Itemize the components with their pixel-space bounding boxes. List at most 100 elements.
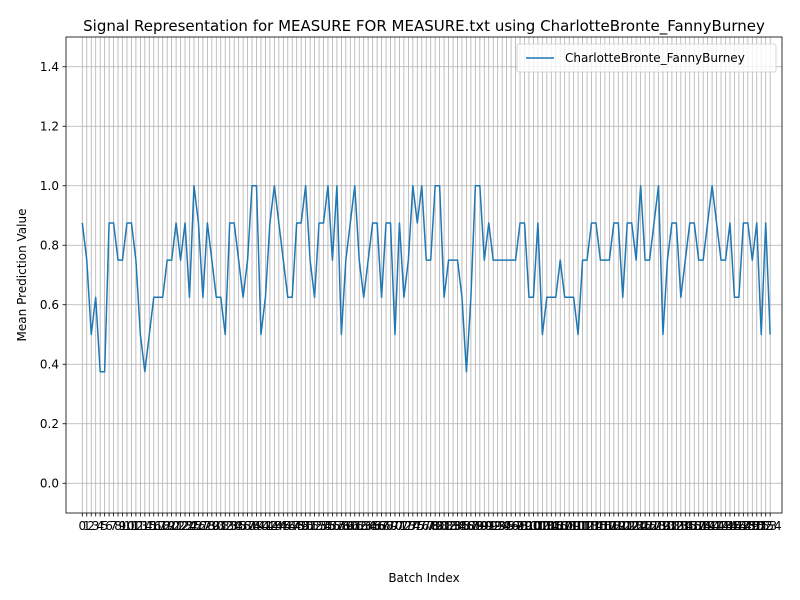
- y-tick-label: 1.2: [40, 119, 59, 133]
- x-tick-label: 106: [544, 519, 567, 533]
- x-tick-label: 44: [271, 519, 286, 533]
- x-tick-label: 154: [759, 519, 782, 533]
- x-tick-label: 60: [343, 519, 358, 533]
- x-tick-label: 99: [517, 519, 532, 533]
- x-tick-label: 146: [723, 519, 746, 533]
- x-tick-label: 66: [369, 519, 384, 533]
- x-tick-label: 124: [625, 519, 648, 533]
- x-tick-label: 122: [616, 519, 639, 533]
- x-tick-label: 95: [499, 519, 514, 533]
- x-tick-label: 21: [168, 519, 183, 533]
- x-tick-label: 14: [137, 519, 152, 533]
- x-tick-label: 94: [495, 519, 510, 533]
- x-tick-label: 138: [687, 519, 710, 533]
- x-tick-label: 130: [652, 519, 675, 533]
- x-tick-label: 36: [235, 519, 250, 533]
- y-tick-label: 0.2: [40, 417, 59, 431]
- grid: [66, 37, 782, 513]
- x-tick-label: 86: [459, 519, 474, 533]
- x-tick-label: 13: [133, 519, 148, 533]
- x-tick-label: 55: [320, 519, 335, 533]
- x-tick-label: 96: [503, 519, 518, 533]
- x-tick-label: 57: [329, 519, 344, 533]
- x-tick-label: 47: [285, 519, 300, 533]
- x-tick-label: 16: [146, 519, 161, 533]
- legend-label: CharlotteBronte_FannyBurney: [565, 51, 745, 65]
- x-tick-label: 115: [585, 519, 608, 533]
- x-tick-label: 150: [741, 519, 764, 533]
- x-tick-label: 107: [549, 519, 572, 533]
- x-tick-label: 23: [177, 519, 192, 533]
- x-tick-label: 103: [531, 519, 554, 533]
- x-tick-label: 121: [611, 519, 634, 533]
- x-tick-label: 12: [128, 519, 143, 533]
- x-tick-label: 84: [450, 519, 465, 533]
- x-tick-label: 30: [209, 519, 224, 533]
- x-tick-label: 27: [195, 519, 210, 533]
- x-tick-label: 33: [222, 519, 237, 533]
- x-tick-label: 67: [374, 519, 389, 533]
- x-tick-label: 77: [419, 519, 434, 533]
- x-tick-label: 7: [110, 519, 118, 533]
- x-tick-label: 90: [477, 519, 492, 533]
- x-tick-label: 151: [745, 519, 768, 533]
- y-axis-ticks: 0.0 0.2 0.4 0.6 0.8 1.0 1.2 1.4: [40, 60, 66, 490]
- x-tick-label: 29: [204, 519, 219, 533]
- x-axis-ticks: 0123456789101112131415161718192021222324…: [78, 513, 782, 533]
- x-tick-label: 127: [638, 519, 661, 533]
- x-tick-label: 68: [378, 519, 393, 533]
- x-tick-label: 81: [436, 519, 451, 533]
- x-tick-label: 70: [387, 519, 402, 533]
- x-tick-label: 136: [678, 519, 701, 533]
- x-tick-label: 4: [96, 519, 104, 533]
- x-tick-label: 40: [253, 519, 268, 533]
- x-tick-label: 101: [522, 519, 545, 533]
- x-tick-label: 61: [347, 519, 362, 533]
- y-tick-label: 0.8: [40, 238, 59, 252]
- x-tick-label: 117: [593, 519, 616, 533]
- x-tick-label: 38: [244, 519, 259, 533]
- x-tick-label: 114: [580, 519, 603, 533]
- x-tick-label: 9: [119, 519, 127, 533]
- x-tick-label: 0: [78, 519, 86, 533]
- x-tick-label: 11: [124, 519, 139, 533]
- x-tick-label: 31: [213, 519, 228, 533]
- x-tick-label: 141: [701, 519, 724, 533]
- x-tick-label: 109: [558, 519, 581, 533]
- x-tick-label: 58: [334, 519, 349, 533]
- y-tick-label: 0.6: [40, 298, 59, 312]
- x-tick-label: 142: [705, 519, 728, 533]
- x-tick-label: 69: [383, 519, 398, 533]
- x-tick-label: 100: [518, 519, 541, 533]
- x-tick-label: 92: [486, 519, 501, 533]
- x-tick-label: 110: [562, 519, 585, 533]
- x-tick-label: 135: [674, 519, 697, 533]
- x-tick-label: 17: [151, 519, 166, 533]
- x-tick-label: 20: [164, 519, 179, 533]
- x-tick-label: 105: [540, 519, 563, 533]
- x-tick-label: 24: [182, 519, 197, 533]
- x-tick-label: 78: [423, 519, 438, 533]
- legend: CharlotteBronte_FannyBurney: [516, 43, 777, 73]
- x-tick-label: 74: [405, 519, 420, 533]
- x-tick-label: 41: [258, 519, 273, 533]
- x-tick-label: 1: [83, 519, 91, 533]
- x-tick-label: 43: [267, 519, 282, 533]
- x-tick-label: 65: [365, 519, 380, 533]
- x-tick-label: 45: [276, 519, 291, 533]
- x-tick-label: 97: [508, 519, 523, 533]
- x-tick-label: 5: [101, 519, 109, 533]
- x-tick-label: 120: [607, 519, 630, 533]
- x-tick-label: 52: [307, 519, 322, 533]
- x-tick-label: 98: [512, 519, 527, 533]
- x-tick-label: 144: [714, 519, 737, 533]
- x-tick-label: 82: [441, 519, 456, 533]
- x-tick-label: 137: [683, 519, 706, 533]
- x-tick-label: 39: [249, 519, 264, 533]
- x-tick-label: 148: [732, 519, 755, 533]
- x-tick-label: 3: [92, 519, 100, 533]
- x-tick-label: 19: [160, 519, 175, 533]
- x-tick-label: 71: [392, 519, 407, 533]
- x-tick-label: 48: [289, 519, 304, 533]
